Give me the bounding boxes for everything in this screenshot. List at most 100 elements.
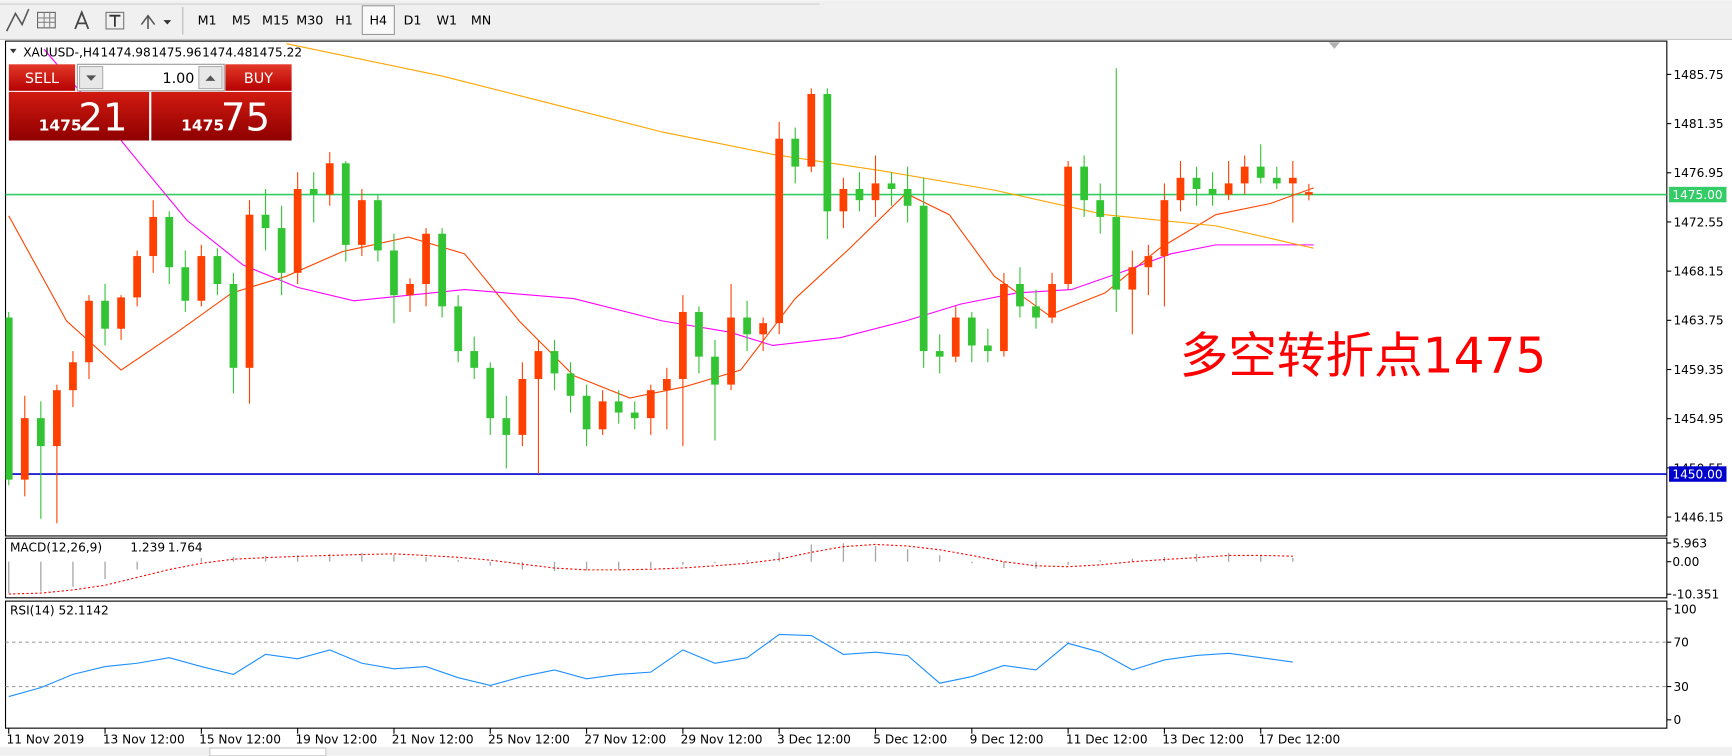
y-tick-label: 1446.15	[1673, 510, 1723, 524]
buy-price-pips[interactable]: 75	[221, 96, 270, 141]
candle-body	[1160, 200, 1169, 257]
macd-signal	[8, 543, 1293, 595]
candle-body	[357, 200, 366, 245]
candle-body	[775, 138, 784, 324]
chart-tab[interactable]	[209, 747, 327, 756]
timeframe-button[interactable]: W1	[436, 13, 457, 28]
label-tool-icon[interactable]	[105, 11, 125, 30]
timeframe-button[interactable]: M5	[232, 13, 251, 28]
candle-body	[1128, 267, 1137, 290]
sell-price-pips[interactable]: 21	[78, 96, 127, 141]
price-label: 1450.00	[1672, 467, 1722, 481]
macd-y-tick-label: -10.351	[1672, 588, 1719, 602]
candle-body	[5, 317, 13, 480]
grid-tool-lines[interactable]	[37, 12, 56, 28]
candle-body	[1080, 166, 1089, 201]
active-timeframe[interactable]	[361, 5, 395, 36]
candle-body	[598, 401, 607, 430]
trade-panel: SELL 1.00 BUY 1475 21 1475 75	[8, 63, 292, 141]
candle-body	[229, 284, 238, 368]
buy-button[interactable]	[225, 64, 292, 91]
line-tool-icon[interactable]	[5, 8, 30, 32]
timeframe-button[interactable]: D1	[404, 13, 422, 28]
x-tick-label: 15 Nov 12:00	[199, 733, 281, 747]
timeframe-button[interactable]: M30	[296, 13, 323, 28]
text-tool-icon[interactable]	[74, 10, 90, 30]
label-tool-glyph[interactable]	[109, 14, 121, 27]
buy-label[interactable]: BUY	[244, 71, 273, 87]
sell-price-box[interactable]	[8, 91, 150, 141]
candle-body	[1048, 284, 1056, 318]
lot-up-arrow[interactable]	[205, 75, 216, 81]
candle-body	[390, 250, 398, 296]
candle-body	[662, 379, 671, 391]
sell-label[interactable]: SELL	[25, 71, 59, 87]
symbol-icon	[9, 48, 17, 54]
toolbar-bg	[0, 0, 1732, 40]
rsi-line	[8, 633, 1293, 698]
y-tick-label: 1481.35	[1673, 117, 1723, 131]
toolbar: M1 M5 M15 M30 H1 H4 D1 W1 MN	[0, 0, 1732, 40]
y-tick-label: 1468.15	[1673, 265, 1723, 279]
candle-body	[406, 284, 414, 296]
macd-signal-value: 1.764	[168, 540, 203, 554]
rsi-y-tick-label: 100	[1673, 602, 1696, 616]
timeframe-button[interactable]: M1	[198, 13, 217, 28]
y-tick-label: 1459.35	[1673, 363, 1723, 377]
timeframe-button[interactable]: MN	[471, 13, 491, 28]
candle-body	[422, 233, 430, 285]
x-tick-label: 17 Dec 12:00	[1259, 733, 1341, 747]
candle-body	[727, 317, 735, 385]
x-tick-label: 9 Dec 12:00	[970, 733, 1044, 747]
tab-strip	[0, 746, 1732, 756]
candle-body	[69, 362, 77, 391]
buy-price-big[interactable]: 1475	[181, 117, 224, 135]
candle-body	[293, 188, 302, 273]
candle-body	[197, 256, 206, 301]
macd-panel	[8, 543, 1294, 595]
rsi-panel	[5, 633, 1667, 698]
chart-shift-marker[interactable]	[1328, 42, 1340, 49]
candle-body	[1288, 177, 1297, 184]
sell-price-big[interactable]: 1475	[39, 117, 82, 135]
lot-value[interactable]: 1.00	[162, 71, 194, 87]
last-low: 1474.48	[202, 46, 252, 60]
price-label-box	[1669, 466, 1727, 482]
candle-body	[486, 367, 495, 419]
candle-body	[903, 188, 912, 206]
candle-body	[983, 345, 992, 352]
rsi-y-tick-label: 30	[1673, 680, 1688, 694]
candle-body	[1272, 177, 1281, 184]
arrow-tool-icon[interactable]	[140, 14, 156, 29]
dropdown-icon[interactable]	[163, 20, 172, 25]
candle-body	[791, 138, 800, 167]
candle-body	[951, 317, 960, 357]
candle-body	[871, 183, 880, 201]
candle-body	[149, 216, 158, 257]
candle-body	[630, 412, 639, 419]
macd-frame	[4, 537, 1668, 599]
candle-body	[807, 93, 816, 167]
timeframe-button[interactable]: M15	[262, 13, 289, 28]
tool-icons[interactable]	[5, 8, 172, 32]
lot-down-arrow[interactable]	[86, 75, 97, 81]
price-label-box	[1669, 186, 1727, 203]
candle-body	[759, 323, 768, 335]
grid-tool-icon[interactable]	[37, 11, 56, 29]
timeframe-button[interactable]: H4	[370, 13, 388, 28]
candle-body	[165, 216, 174, 268]
buy-price-box[interactable]	[151, 91, 292, 141]
sell-button[interactable]	[8, 64, 76, 91]
rsi-value: 52.1142	[59, 603, 109, 617]
candle-body	[1144, 256, 1153, 268]
candle-body	[967, 317, 976, 346]
timeframe-button[interactable]: H1	[335, 13, 353, 28]
rsi-title: RSI(14)	[10, 603, 55, 617]
candle-body	[823, 93, 832, 212]
main-chart: 多空转折点1475	[5, 43, 1667, 524]
x-tick-label: 13 Nov 12:00	[103, 733, 185, 747]
candle-body	[454, 306, 463, 352]
candle-body	[743, 317, 751, 335]
candle-body	[1192, 177, 1201, 189]
last-high: 1475.96	[151, 46, 201, 60]
